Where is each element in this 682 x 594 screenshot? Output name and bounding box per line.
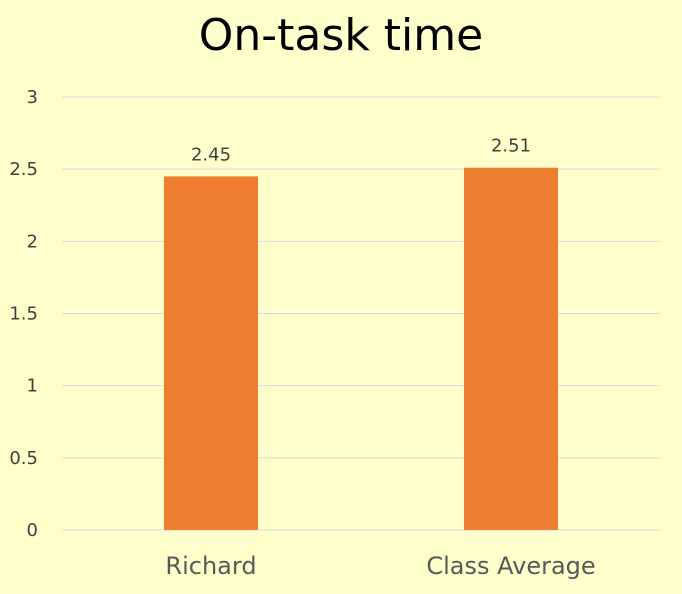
y-tick-label: 2 [27,231,38,252]
bar [464,167,558,530]
x-category-label: Richard [165,552,256,580]
y-tick-label: 0 [27,520,38,541]
y-tick-label: 1.5 [9,304,38,325]
y-tick-label: 2.5 [9,159,38,180]
y-tick-label: 3 [27,87,38,108]
y-tick-label: 0.5 [9,448,38,469]
chart-title: On-task time [198,10,484,61]
x-category-label: Class Average [426,552,595,580]
y-tick-label: 1 [27,376,38,397]
bar [164,176,258,530]
data-label: 2.45 [191,144,231,165]
data-label: 2.51 [491,136,531,157]
